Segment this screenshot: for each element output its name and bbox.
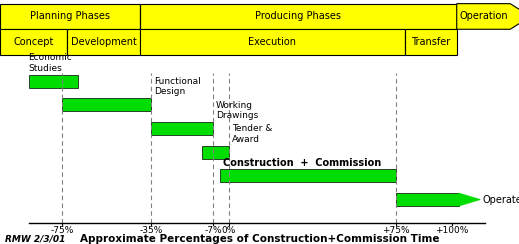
Text: -75%: -75% [50, 226, 74, 235]
Text: Concept: Concept [13, 37, 54, 47]
Bar [0, 4, 140, 29]
Text: Producing Phases: Producing Phases [255, 11, 342, 21]
Bar [202, 146, 229, 159]
Bar [405, 29, 457, 55]
Bar [396, 193, 458, 206]
Text: Tender &
Award: Tender & Award [231, 124, 272, 144]
Bar [140, 4, 457, 29]
Text: Operation: Operation [459, 11, 508, 21]
Text: Construction  +  Commission: Construction + Commission [223, 158, 381, 168]
Bar [0, 29, 67, 55]
Text: -35%: -35% [140, 226, 163, 235]
Text: Working
Drawings: Working Drawings [216, 101, 258, 120]
Text: Development: Development [71, 37, 136, 47]
Text: -7%: -7% [204, 226, 222, 235]
Bar [29, 74, 77, 88]
Text: Economic
Studies: Economic Studies [29, 53, 72, 72]
Text: RMW 2/3/01: RMW 2/3/01 [5, 234, 65, 244]
Text: Functional
Design: Functional Design [154, 77, 200, 96]
Text: Operate: Operate [483, 194, 519, 204]
Text: Planning Phases: Planning Phases [30, 11, 110, 21]
Bar [220, 169, 396, 182]
Text: +75%: +75% [383, 226, 410, 235]
Bar [67, 29, 140, 55]
Bar [151, 122, 213, 135]
Bar [62, 98, 151, 111]
Bar [140, 29, 405, 55]
Text: Transfer: Transfer [411, 37, 450, 47]
Text: Approximate Percentages of Construction+Commission Time: Approximate Percentages of Construction+… [80, 234, 439, 244]
Text: +100%: +100% [435, 226, 469, 235]
Text: Execution: Execution [249, 37, 296, 47]
Text: 0%: 0% [222, 226, 236, 235]
Polygon shape [457, 4, 519, 29]
Polygon shape [458, 193, 480, 206]
